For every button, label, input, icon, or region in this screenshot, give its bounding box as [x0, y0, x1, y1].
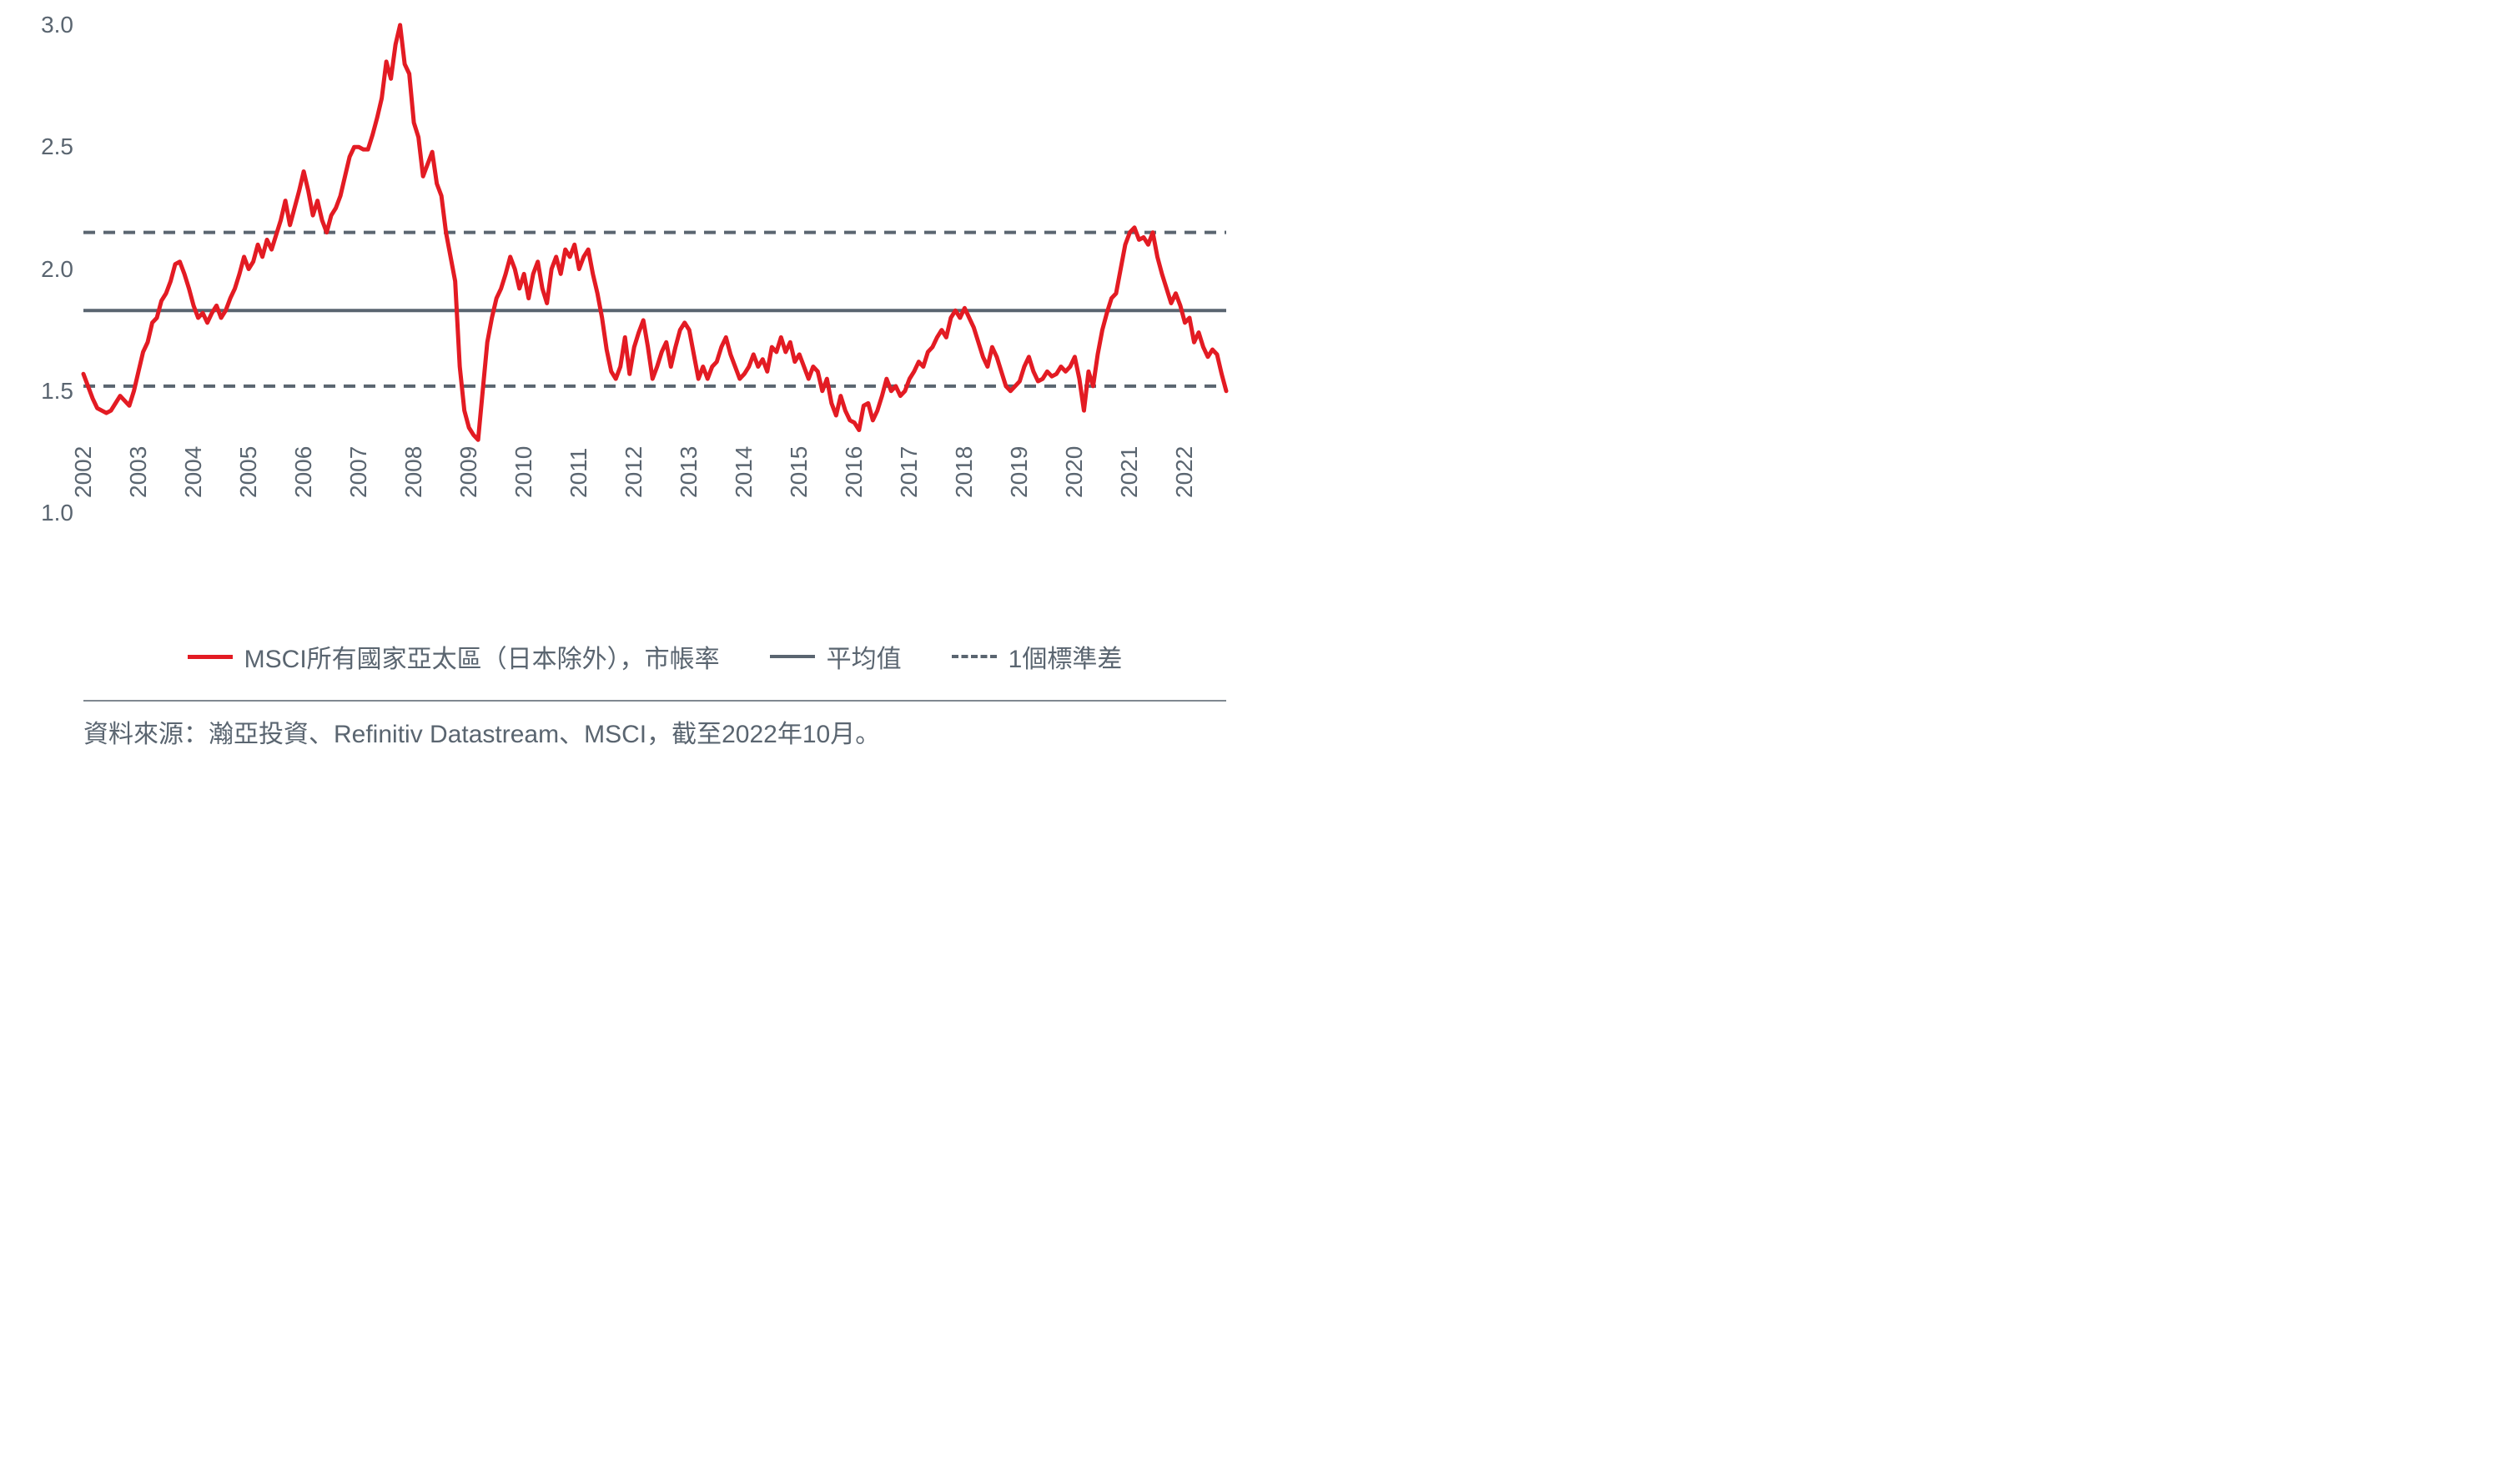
x-tick-label: 2019 [1006, 446, 1033, 513]
x-tick-label: 2009 [455, 446, 482, 513]
legend-item: MSCI所有國家亞太區（日本除外），市帳率 [188, 638, 720, 675]
x-tick-label: 2010 [511, 446, 537, 513]
legend-swatch [188, 655, 233, 659]
x-tick-label: 2002 [70, 446, 97, 513]
x-tick-label: 2003 [125, 446, 152, 513]
x-tick-label: 2021 [1116, 446, 1143, 513]
x-tick-label: 2018 [951, 446, 978, 513]
legend-swatch [770, 655, 815, 658]
x-tick-label: 2016 [841, 446, 868, 513]
legend-label: MSCI所有國家亞太區（日本除外），市帳率 [244, 638, 720, 675]
x-tick-label: 2004 [180, 446, 207, 513]
source-text: 資料來源：瀚亞投資、Refinitiv Datastream、MSCI，截至20… [83, 700, 1226, 750]
y-tick-label: 1.5 [41, 378, 83, 405]
x-tick-label: 2017 [896, 446, 923, 513]
x-tick-label: 2015 [786, 446, 812, 513]
x-tick-label: 2020 [1061, 446, 1088, 513]
legend-item: 平均值 [770, 638, 902, 675]
legend-label: 平均值 [827, 638, 902, 675]
chart-container: 1.01.52.02.53.02002200320042005200620072… [0, 25, 1260, 750]
x-tick-label: 2005 [235, 446, 262, 513]
x-tick-label: 2022 [1171, 446, 1198, 513]
legend: MSCI所有國家亞太區（日本除外），市帳率 平均值 1個標準差 [83, 638, 1226, 692]
x-tick-label: 2013 [676, 446, 702, 513]
plot-area: 1.01.52.02.53.02002200320042005200620072… [83, 25, 1226, 513]
y-tick-label: 2.0 [41, 256, 83, 283]
y-tick-label: 2.5 [41, 133, 83, 160]
legend-label: 1個標準差 [1009, 638, 1123, 675]
legend-item: 1個標準差 [952, 638, 1123, 675]
x-tick-label: 2008 [400, 446, 427, 513]
x-tick-label: 2007 [345, 446, 372, 513]
chart-svg [83, 25, 1226, 513]
x-tick-label: 2012 [621, 446, 647, 513]
x-tick-label: 2011 [566, 448, 592, 513]
x-tick-label: 2006 [290, 446, 317, 513]
legend-swatch [952, 655, 997, 658]
y-tick-label: 3.0 [41, 12, 83, 38]
x-tick-label: 2014 [731, 446, 757, 513]
